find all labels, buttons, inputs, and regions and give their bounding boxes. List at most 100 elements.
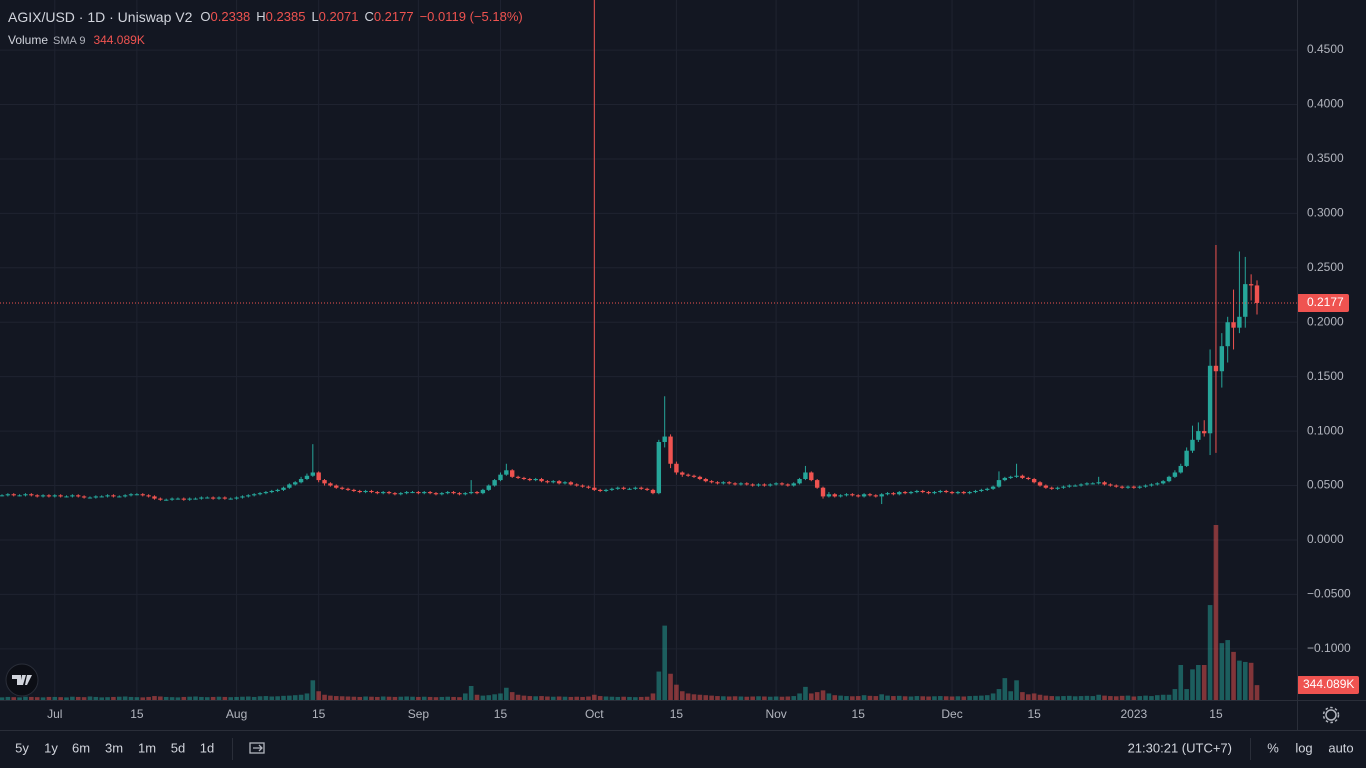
candle-body bbox=[744, 483, 749, 485]
volume-bar bbox=[920, 696, 926, 700]
volume-bar bbox=[873, 696, 879, 700]
volume-bar bbox=[539, 696, 544, 700]
candle-body bbox=[1149, 484, 1154, 486]
x-tick-label: Nov bbox=[765, 707, 786, 721]
candle-body bbox=[445, 492, 450, 494]
candle-body bbox=[1207, 365, 1213, 434]
volume-bar bbox=[187, 696, 192, 700]
range-button[interactable]: 5y bbox=[15, 740, 29, 755]
scale-option[interactable]: % bbox=[1267, 740, 1279, 755]
compare-range-icon[interactable] bbox=[249, 742, 265, 754]
volume-bar bbox=[855, 696, 861, 700]
candle-body bbox=[1155, 483, 1160, 485]
candle-body bbox=[386, 492, 392, 494]
volume-bar bbox=[468, 686, 474, 700]
volume-bar bbox=[158, 696, 163, 700]
volume-bar bbox=[644, 696, 650, 700]
volume-bar bbox=[943, 696, 949, 700]
candle-body bbox=[814, 480, 820, 488]
ohlc-label: C bbox=[364, 9, 373, 24]
volume-bar bbox=[1113, 696, 1119, 700]
volume-bar bbox=[1002, 678, 1008, 700]
candle-body bbox=[81, 496, 87, 498]
candle-body bbox=[697, 476, 703, 480]
range-button[interactable]: 5d bbox=[171, 740, 185, 755]
range-button[interactable]: 1m bbox=[138, 740, 156, 755]
volume-bar bbox=[808, 693, 814, 700]
x-tick-label: Dec bbox=[941, 707, 962, 721]
range-button[interactable]: 6m bbox=[72, 740, 90, 755]
scale-option[interactable]: log bbox=[1295, 740, 1312, 755]
candle-body bbox=[345, 488, 351, 490]
candle-body bbox=[938, 490, 943, 493]
range-button[interactable]: 3m bbox=[105, 740, 123, 755]
candle-body bbox=[797, 479, 802, 484]
candle-body bbox=[216, 497, 222, 499]
candle-body bbox=[1096, 482, 1101, 484]
volume-bar bbox=[844, 696, 849, 700]
volume-sma-box bbox=[1297, 675, 1359, 694]
volume-bar bbox=[984, 695, 990, 700]
volume-bar bbox=[498, 693, 503, 700]
volume-bar bbox=[1067, 695, 1072, 700]
bottom-toolbar: 5y 1y 6m 3m 1m 5d 1d 21:30:21 (UTC+7)% log auto bbox=[15, 738, 1354, 760]
symbol-title: AGIX/USD · 1D · Uniswap V2 bbox=[8, 9, 193, 25]
volume-bar bbox=[46, 696, 52, 700]
price-pane bbox=[0, 0, 1260, 505]
volume-bar bbox=[896, 695, 902, 700]
candle-body bbox=[1219, 346, 1225, 372]
candle-body bbox=[404, 492, 409, 494]
header-ohlc: AGIX/USD · 1D · Uniswap V2 O0.2338 H0.2385… bbox=[8, 9, 523, 25]
range-button[interactable]: 1y bbox=[44, 740, 58, 755]
volume-bar bbox=[204, 697, 210, 700]
candle-body bbox=[357, 490, 362, 493]
candle-body bbox=[791, 483, 796, 486]
volume-bar bbox=[1231, 651, 1236, 700]
candle-body bbox=[363, 490, 368, 493]
candle-body bbox=[228, 498, 233, 500]
volume-bar bbox=[140, 697, 146, 700]
candle-body bbox=[908, 492, 914, 494]
volume-bar bbox=[1219, 643, 1225, 700]
candle-body bbox=[668, 436, 673, 464]
candle-body bbox=[650, 489, 656, 494]
candle-body bbox=[1160, 481, 1166, 484]
volume-bar bbox=[791, 696, 797, 700]
candle-body bbox=[768, 484, 773, 486]
volume-bar bbox=[979, 695, 984, 700]
y-tick-label: 0.0500 bbox=[1307, 478, 1344, 492]
candle-body bbox=[850, 494, 855, 496]
candle-body bbox=[943, 490, 949, 493]
candle-body bbox=[873, 495, 879, 497]
candle-body bbox=[1108, 484, 1113, 486]
volume-bar bbox=[1201, 665, 1207, 700]
candle-body bbox=[985, 488, 990, 490]
volume-bar bbox=[627, 696, 632, 700]
volume-bar bbox=[932, 696, 937, 700]
volume-bar bbox=[363, 696, 368, 700]
volume-bar bbox=[1031, 693, 1037, 700]
volume-bar bbox=[1196, 665, 1201, 700]
candle-body bbox=[181, 498, 186, 500]
candle-body bbox=[298, 479, 304, 483]
volume-bar bbox=[715, 696, 720, 700]
y-tick-label: 0.2000 bbox=[1307, 314, 1344, 328]
volume-bar bbox=[339, 696, 345, 700]
candle-body bbox=[105, 495, 110, 497]
volume-bar bbox=[87, 696, 93, 700]
volume-bar bbox=[292, 695, 298, 700]
volume-bar bbox=[1207, 605, 1213, 700]
candle-body bbox=[515, 476, 521, 478]
x-tick-label: Aug bbox=[226, 707, 247, 721]
settings-icon[interactable] bbox=[1322, 706, 1340, 724]
range-button[interactable]: 1d bbox=[200, 740, 214, 755]
volume-bar bbox=[879, 694, 884, 700]
scale-option[interactable]: auto bbox=[1328, 740, 1353, 755]
volume-bar bbox=[973, 695, 978, 700]
volume-bar bbox=[738, 696, 744, 700]
volume-bar bbox=[75, 696, 81, 700]
volume-bar bbox=[298, 694, 304, 700]
volume-bar bbox=[832, 695, 838, 700]
